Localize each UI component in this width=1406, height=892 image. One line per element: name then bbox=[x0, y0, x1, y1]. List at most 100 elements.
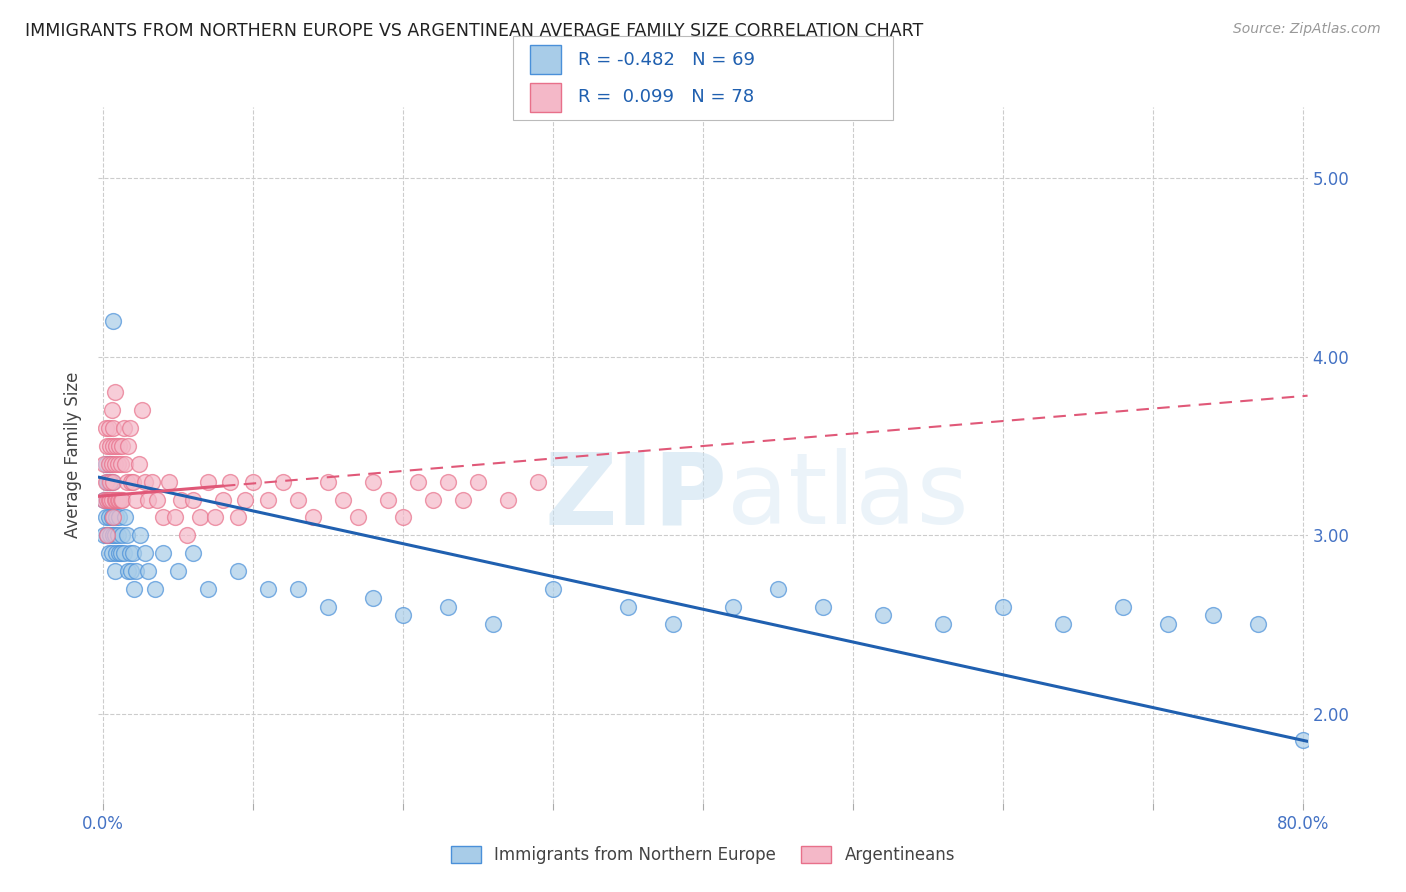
Point bbox=[111, 439, 134, 453]
Point bbox=[104, 528, 127, 542]
Point bbox=[115, 475, 138, 489]
Point bbox=[93, 492, 115, 507]
Point bbox=[617, 599, 640, 614]
Point bbox=[100, 492, 122, 507]
Point bbox=[316, 475, 339, 489]
Point bbox=[111, 492, 134, 507]
Point bbox=[721, 599, 744, 614]
Point bbox=[197, 475, 219, 489]
Point bbox=[437, 475, 460, 489]
Point bbox=[117, 439, 139, 453]
Point bbox=[117, 564, 139, 578]
Text: ZIP: ZIP bbox=[544, 448, 727, 545]
Point bbox=[152, 546, 174, 560]
Point bbox=[219, 475, 242, 489]
Point bbox=[287, 492, 309, 507]
Point bbox=[872, 608, 894, 623]
Point bbox=[111, 528, 134, 542]
Point bbox=[496, 492, 519, 507]
Point bbox=[103, 492, 125, 507]
Y-axis label: Average Family Size: Average Family Size bbox=[63, 372, 82, 538]
Point bbox=[167, 564, 190, 578]
Point bbox=[100, 439, 122, 453]
Point bbox=[108, 546, 131, 560]
Point bbox=[316, 599, 339, 614]
Point bbox=[991, 599, 1014, 614]
Point bbox=[104, 457, 127, 471]
Point bbox=[204, 510, 226, 524]
Point bbox=[101, 475, 124, 489]
Point bbox=[125, 492, 148, 507]
Point bbox=[97, 475, 120, 489]
Point bbox=[482, 617, 505, 632]
Point bbox=[347, 510, 370, 524]
Point bbox=[101, 457, 124, 471]
Point bbox=[107, 492, 129, 507]
Point bbox=[114, 510, 136, 524]
Point bbox=[1052, 617, 1074, 632]
Point bbox=[100, 492, 122, 507]
Point bbox=[541, 582, 564, 596]
Point bbox=[94, 475, 117, 489]
Point bbox=[103, 314, 125, 328]
Point bbox=[96, 492, 118, 507]
Point bbox=[97, 546, 120, 560]
Point bbox=[302, 510, 325, 524]
Point bbox=[377, 492, 399, 507]
Point bbox=[662, 617, 685, 632]
Point bbox=[125, 564, 148, 578]
Point bbox=[134, 475, 156, 489]
Point bbox=[145, 582, 167, 596]
Point bbox=[107, 492, 129, 507]
Point bbox=[1202, 608, 1225, 623]
Point bbox=[112, 421, 135, 435]
Point bbox=[108, 510, 131, 524]
Text: R =  0.099   N = 78: R = 0.099 N = 78 bbox=[578, 88, 754, 106]
Point bbox=[110, 492, 132, 507]
Point bbox=[242, 475, 264, 489]
Point bbox=[114, 457, 136, 471]
Point bbox=[100, 457, 122, 471]
Point bbox=[212, 492, 235, 507]
Point bbox=[163, 510, 186, 524]
Point bbox=[136, 492, 159, 507]
Point bbox=[392, 608, 415, 623]
Point bbox=[97, 510, 120, 524]
Point bbox=[112, 546, 135, 560]
Point bbox=[467, 475, 489, 489]
Point bbox=[332, 492, 354, 507]
Point bbox=[94, 457, 117, 471]
Point bbox=[124, 582, 146, 596]
Point bbox=[176, 528, 198, 542]
Point bbox=[131, 403, 153, 417]
Point bbox=[108, 492, 131, 507]
Point bbox=[235, 492, 257, 507]
Point bbox=[226, 564, 249, 578]
Text: R = -0.482   N = 69: R = -0.482 N = 69 bbox=[578, 51, 755, 69]
Point bbox=[104, 492, 127, 507]
Point bbox=[406, 475, 429, 489]
Point bbox=[97, 457, 120, 471]
Point bbox=[110, 457, 132, 471]
Point bbox=[361, 591, 384, 605]
Point bbox=[96, 528, 118, 542]
Point bbox=[129, 528, 152, 542]
Point bbox=[104, 564, 127, 578]
Point bbox=[120, 475, 142, 489]
Point bbox=[93, 492, 115, 507]
Point bbox=[97, 421, 120, 435]
Point bbox=[118, 421, 141, 435]
Point bbox=[152, 510, 174, 524]
Point bbox=[103, 528, 125, 542]
Text: atlas: atlas bbox=[727, 448, 969, 545]
Point bbox=[136, 564, 159, 578]
Point bbox=[101, 510, 124, 524]
Point bbox=[101, 403, 124, 417]
Legend: Immigrants from Northern Europe, Argentineans: Immigrants from Northern Europe, Argenti… bbox=[444, 839, 962, 871]
Point bbox=[1112, 599, 1135, 614]
Point bbox=[110, 546, 132, 560]
Point bbox=[105, 492, 128, 507]
Point bbox=[134, 546, 156, 560]
Point bbox=[105, 439, 128, 453]
Point bbox=[103, 439, 125, 453]
